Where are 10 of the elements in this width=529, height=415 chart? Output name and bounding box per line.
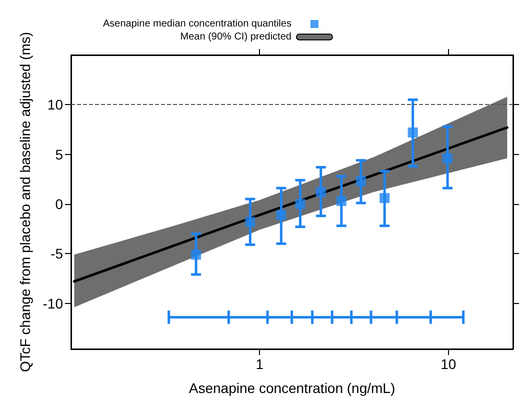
y-axis-title: QTcF change from placebo and baseline adjusted (ms) (16, 32, 33, 372)
x-axis-title: Asenapine concentration (ng/mL) (188, 380, 396, 396)
y-tick-label: -10 (42, 295, 64, 312)
y-tick-label: -5 (50, 246, 64, 262)
y-tick-label: 0 (55, 196, 64, 212)
y-tick-label: 5 (55, 146, 64, 162)
legend-label: Asenapine median concentration quantiles (102, 18, 292, 30)
x-tick-label: 1 (256, 356, 264, 372)
y-tick-label: 10 (47, 96, 64, 113)
legend-label: Mean (90% CI) predicted (180, 32, 292, 42)
